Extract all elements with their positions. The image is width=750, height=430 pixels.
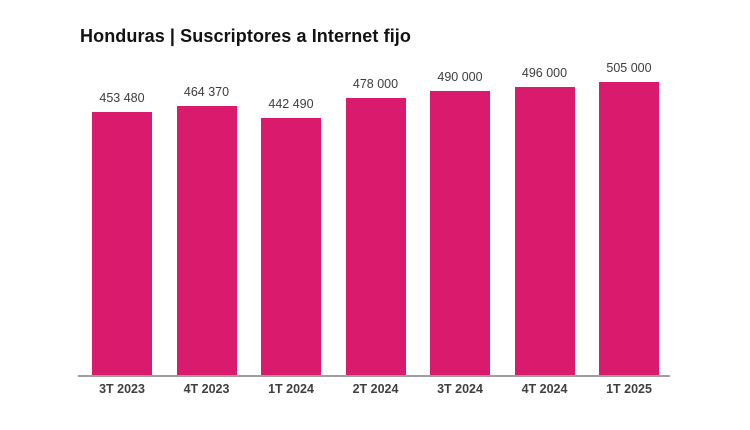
- x-tick-text: 1T 2024: [268, 382, 314, 396]
- x-tick-label: 1T 2024: [261, 382, 321, 397]
- bar-group: 505 000: [599, 61, 659, 375]
- bar-group: 442 490: [261, 97, 321, 375]
- x-tick-label: 1T 2025: [599, 382, 659, 397]
- x-tick-label: 3T 2023: [92, 382, 152, 397]
- bar[interactable]: [430, 90, 490, 375]
- bar-value-label: 464 370: [183, 84, 230, 99]
- x-tick-text: 4T 2024: [521, 382, 568, 396]
- chart-title: Honduras | Suscriptores a Internet fijo: [80, 26, 411, 46]
- bar-group: 464 370: [176, 84, 237, 375]
- bar[interactable]: [261, 118, 321, 375]
- x-tick-text: 4T 2023: [183, 382, 230, 396]
- x-tick-text: 2T 2024: [352, 382, 399, 396]
- x-tick-label: 4T 2024: [515, 382, 575, 397]
- bar-value-label: 496 000: [521, 66, 568, 81]
- bar-group: 478 000: [345, 76, 406, 375]
- bar-value-label: 490 000: [437, 69, 483, 84]
- x-tick-label: 2T 2024: [346, 382, 406, 397]
- bar[interactable]: [514, 87, 575, 375]
- bar-value-label: 478 000: [352, 76, 399, 91]
- x-tick-text: 3T 2023: [99, 382, 145, 396]
- bar-value-label: 505 000: [606, 61, 652, 76]
- x-tick-text: 3T 2024: [437, 382, 483, 396]
- bar[interactable]: [345, 97, 406, 375]
- bar[interactable]: [599, 82, 659, 375]
- bar-value-label: 442 490: [268, 97, 314, 112]
- bar-group: 453 480: [92, 91, 152, 375]
- bar-value-label: 453 480: [99, 91, 145, 105]
- bar-group: 496 000: [514, 66, 575, 375]
- x-axis: 3T 2023 4T 2023 1T 2024 2T 2024 3T 2024 4T 20…: [78, 375, 670, 397]
- bar[interactable]: [176, 105, 237, 375]
- bar[interactable]: [92, 112, 152, 375]
- x-tick-text: 1T 2025: [606, 382, 652, 396]
- bar-chart: 453 480 464 370 442 490 478 000 490 000 496 0…: [78, 60, 670, 397]
- x-tick-label: 4T 2023: [177, 382, 237, 397]
- bar-group: 490 000: [430, 70, 490, 375]
- x-tick-label: 3T 2024: [430, 382, 490, 397]
- plot-area: 453 480 464 370 442 490 478 000 490 000 496 0…: [78, 60, 670, 375]
